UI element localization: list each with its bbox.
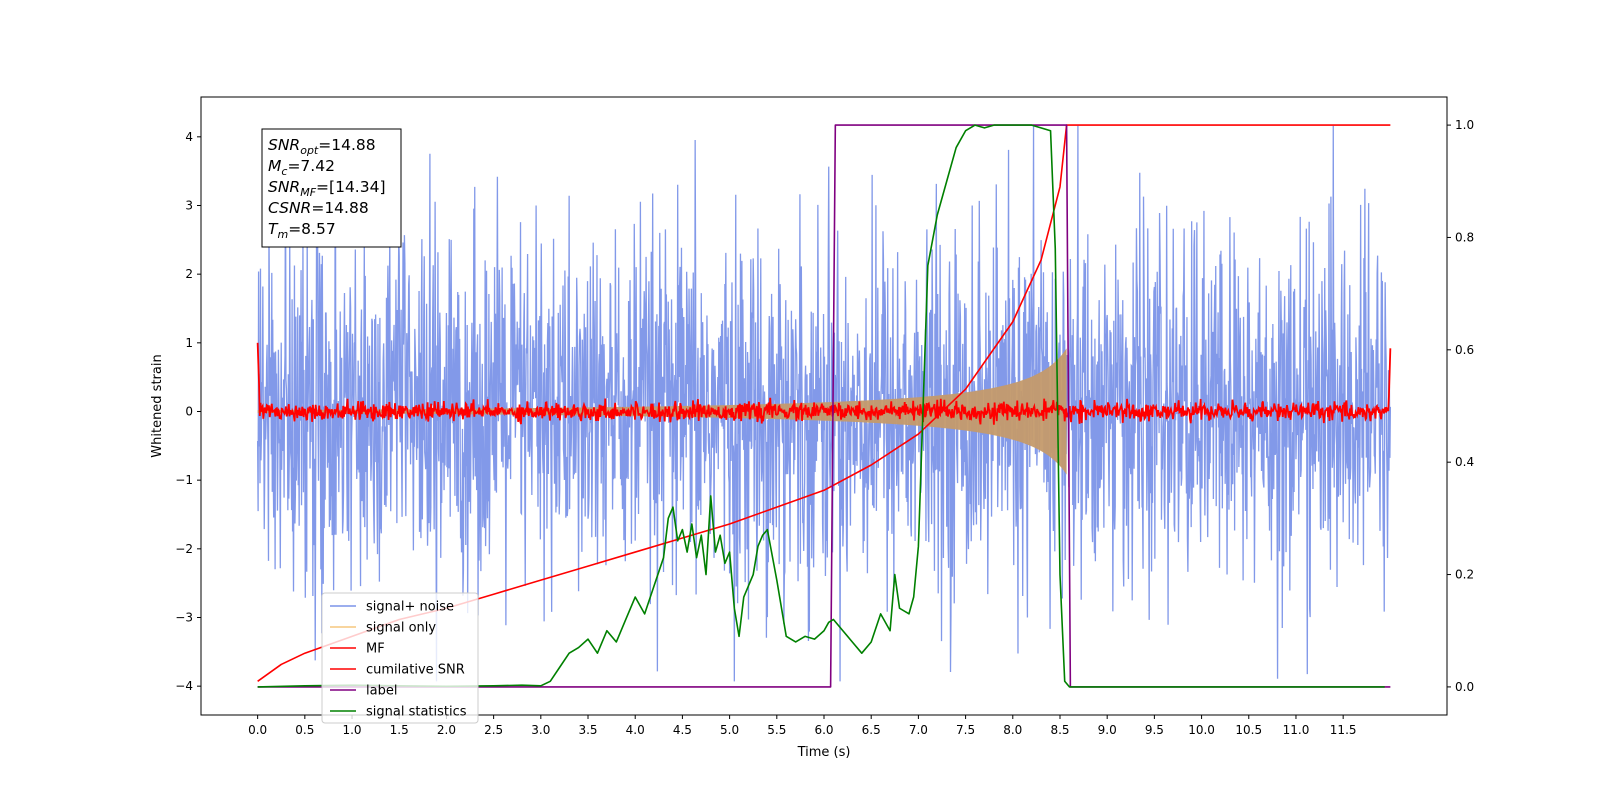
- legend-label: cumilative SNR: [366, 663, 465, 678]
- x-tick-label: 4.0: [626, 723, 645, 737]
- info-snr-mf: SNRMF=[14.34]: [268, 178, 386, 199]
- x-tick-label: 1.5: [390, 723, 409, 737]
- legend-label: label: [366, 684, 397, 699]
- y2-tick-label: 0.2: [1455, 568, 1474, 582]
- x-tick-label: 11.0: [1283, 723, 1310, 737]
- x-tick-label: 2.5: [484, 723, 503, 737]
- y2-tick-label: 1.0: [1455, 118, 1474, 132]
- x-tick-label: 7.5: [956, 723, 975, 737]
- x-tick-label: 6.0: [814, 723, 833, 737]
- info-snr-opt: SNRopt=14.88: [268, 136, 376, 157]
- y-tick-label: 3: [185, 198, 193, 212]
- x-tick-label: 5.5: [767, 723, 786, 737]
- y-tick-label: −1: [175, 473, 193, 487]
- info-mc: Mc=7.42: [268, 157, 335, 178]
- y-tick-label: −2: [175, 542, 193, 556]
- x-tick-label: 3.0: [531, 723, 550, 737]
- y-tick-label: 1: [185, 336, 193, 350]
- x-tick-label: 8.5: [1050, 723, 1069, 737]
- legend-label: signal statistics: [366, 705, 467, 720]
- x-tick-label: 10.0: [1188, 723, 1215, 737]
- y2-tick-label: 0.0: [1455, 680, 1474, 694]
- y-tick-label: −4: [175, 679, 193, 693]
- series-signal-statistics-line: [257, 124, 1385, 688]
- x-tick-label: 3.5: [578, 723, 597, 737]
- x-tick-label: 4.5: [673, 723, 692, 737]
- series-mf-line: [256, 342, 1392, 425]
- y-tick-label: 4: [185, 130, 193, 144]
- legend-label: signal+ noise: [366, 600, 454, 615]
- legend-label: MF: [366, 642, 385, 657]
- info-tm: Tm=8.57: [268, 220, 336, 241]
- y-axis-label: Whitened strain: [150, 354, 165, 457]
- y-tick-label: 2: [185, 267, 193, 281]
- legend-frame: [321, 592, 479, 724]
- y-tick-label: 0: [185, 404, 193, 418]
- ticks-layer: 0.0 0.5 1.0 1.5 2.0 2.5 3.0 3.5 4.0 4.5 5.0 5.5 6.0 6…: [175, 118, 1474, 737]
- y2-tick-label: 0.8: [1455, 230, 1474, 244]
- x-tick-label: 6.5: [862, 723, 881, 737]
- y2-tick-label: 0.6: [1455, 343, 1474, 357]
- x-tick-label: 5.0: [720, 723, 739, 737]
- info-csnr: CSNR=14.88: [268, 199, 369, 217]
- x-tick-label: 2.0: [437, 723, 456, 737]
- x-tick-label: 11.5: [1330, 723, 1357, 737]
- legend: signal+ noise signal only MF cumilative SNR…: [321, 592, 479, 724]
- x-tick-label: 0.5: [295, 723, 314, 737]
- info-box: SNRopt=14.88 Mc=7.42 SNRMF=[14.34] CSNR=…: [261, 128, 402, 248]
- x-tick-label: 9.0: [1098, 723, 1117, 737]
- y-tick-label: −3: [175, 610, 193, 624]
- legend-items: signal+ noise signal only MF cumilative SNR…: [330, 600, 467, 720]
- x-tick-label: 9.5: [1145, 723, 1164, 737]
- x-axis-label: Time (s): [797, 745, 851, 760]
- x-tick-label: 1.0: [342, 723, 361, 737]
- x-tick-label: 10.5: [1235, 723, 1262, 737]
- x-tick-label: 7.0: [909, 723, 928, 737]
- x-tick-label: 8.0: [1003, 723, 1022, 737]
- legend-label: signal only: [366, 621, 436, 636]
- y2-tick-label: 0.4: [1455, 455, 1474, 469]
- info-box-frame: [261, 128, 402, 248]
- x-tick-label: 0.0: [248, 723, 267, 737]
